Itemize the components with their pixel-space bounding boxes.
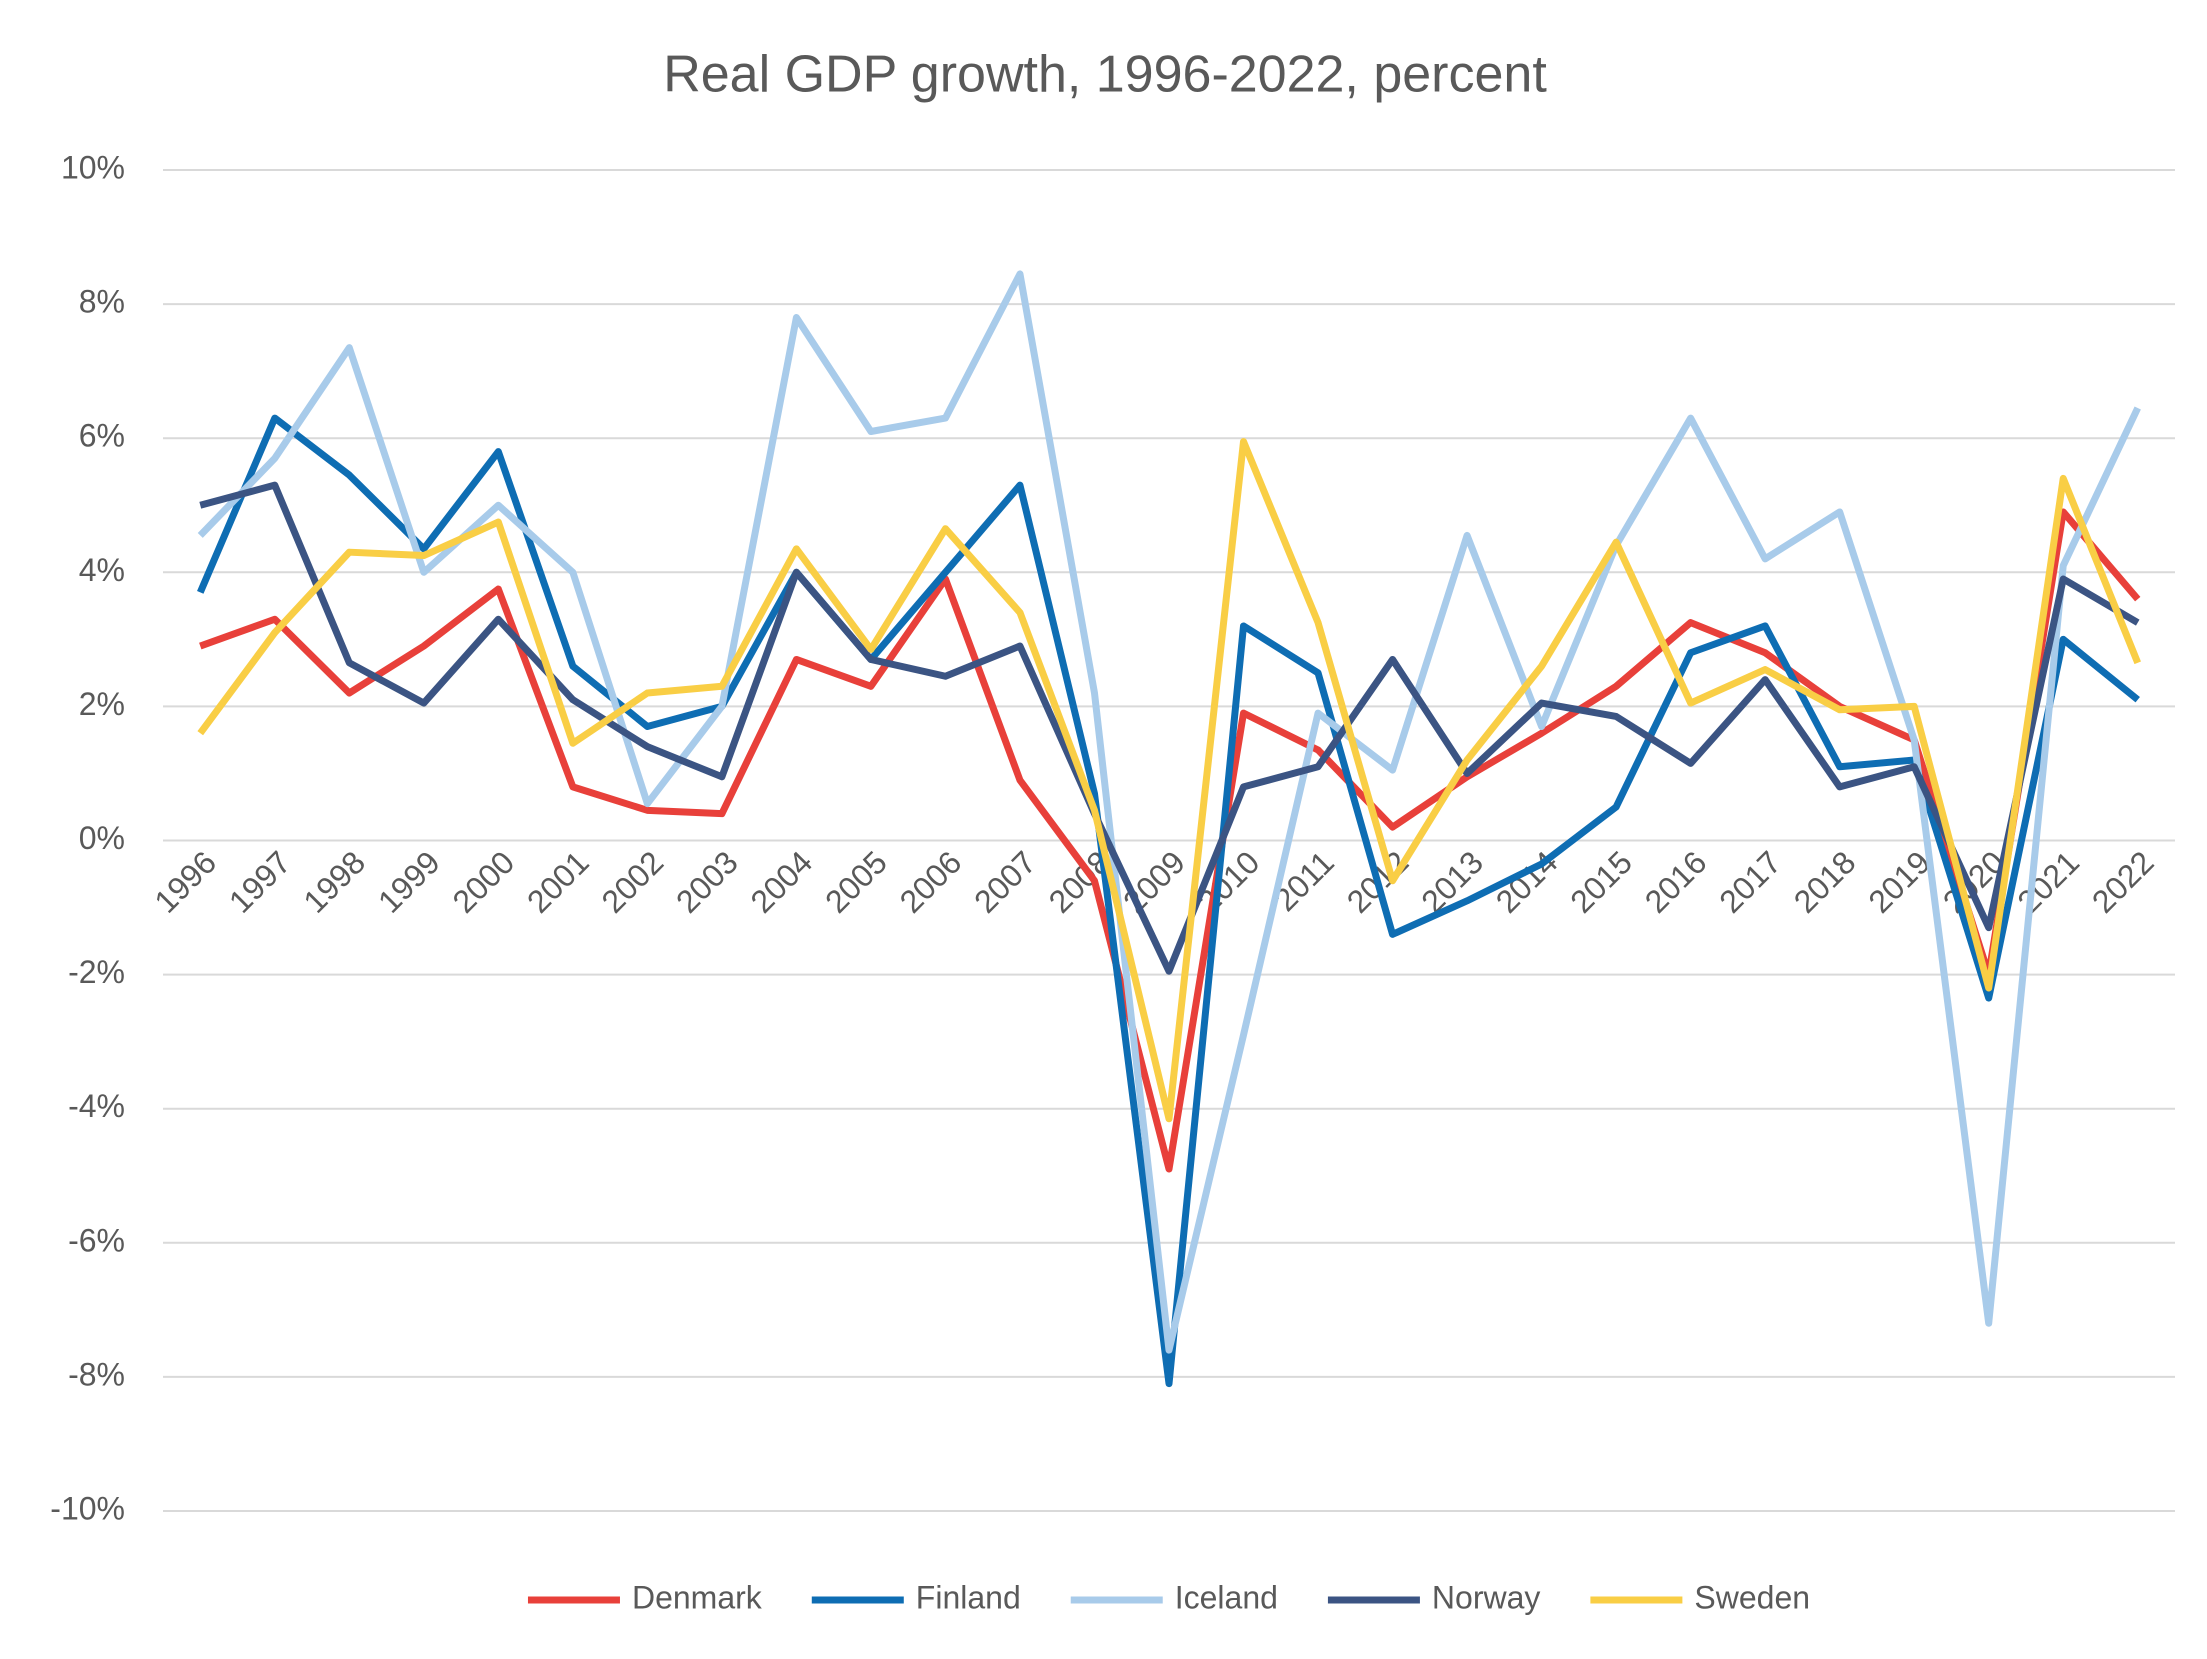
x-tick-label: 2001 (520, 844, 596, 920)
legend-label: Denmark (632, 1579, 763, 1615)
legend-label: Sweden (1694, 1579, 1810, 1615)
y-tick-label: 6% (79, 418, 125, 454)
series-line (197, 414, 2140, 1388)
y-tick-label: 8% (79, 284, 125, 320)
series-line (199, 481, 2140, 975)
series-line (199, 508, 2141, 1173)
x-tick-label: 2018 (1787, 844, 1863, 920)
x-tick-label: 2017 (1712, 844, 1788, 920)
x-tick-label: 2002 (595, 844, 671, 920)
y-tick-label: -2% (68, 954, 125, 990)
y-tick-label: -4% (68, 1088, 125, 1124)
y-tick-label: 2% (79, 686, 125, 722)
x-tick-label: 2015 (1563, 844, 1639, 920)
series-line (197, 438, 2141, 1123)
legend-label: Norway (1432, 1579, 1540, 1615)
y-tick-label: -10% (50, 1490, 125, 1526)
x-tick-label: 1999 (371, 844, 447, 920)
y-tick-label: 0% (79, 820, 125, 856)
x-tick-label: 1996 (147, 844, 223, 920)
chart-title: Real GDP growth, 1996-2022, percent (663, 46, 1547, 104)
y-tick-label: -8% (68, 1356, 125, 1392)
x-tick-label: 2016 (1638, 844, 1714, 920)
x-tick-label: 2003 (669, 844, 745, 920)
x-tick-label: 1998 (296, 844, 372, 920)
x-tick-label: 2007 (967, 844, 1043, 920)
x-tick-label: 2004 (744, 844, 820, 920)
x-tick-label: 2000 (445, 844, 521, 920)
y-tick-label: 10% (61, 149, 125, 185)
legend-label: Finland (916, 1579, 1021, 1615)
y-tick-label: -6% (68, 1222, 125, 1258)
legend-label: Iceland (1175, 1579, 1278, 1615)
x-tick-label: 1997 (222, 844, 298, 920)
legend: Denmark Finland Iceland Norway Sweden (527, 1579, 1810, 1615)
x-tick-label: 2006 (893, 844, 969, 920)
x-tick-label: 2022 (2085, 844, 2161, 920)
series-line (197, 270, 2141, 1354)
x-tick-label: 2005 (818, 844, 894, 920)
y-tick-label: 4% (79, 552, 125, 588)
